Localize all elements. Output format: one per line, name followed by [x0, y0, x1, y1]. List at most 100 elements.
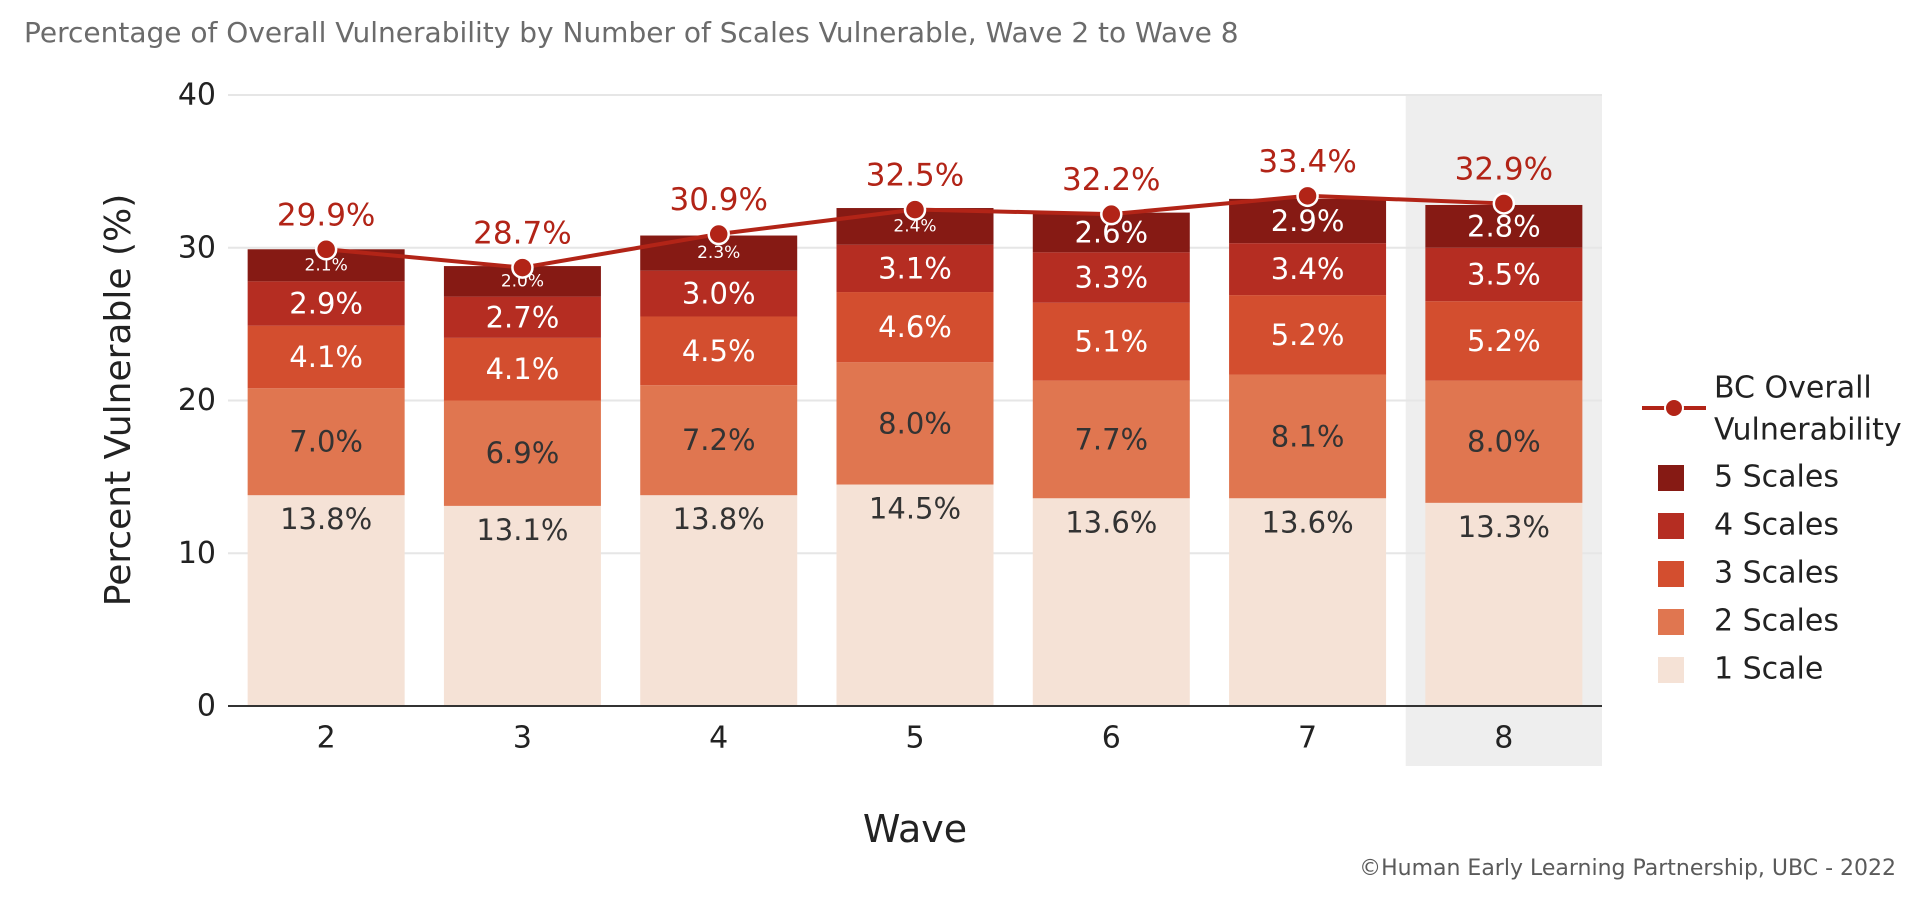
legend-label: 5 Scales — [1714, 460, 1839, 495]
line-point-wave-6 — [1100, 202, 1123, 226]
bar-segment-3-wave-2 — [247, 325, 405, 389]
bar-segment-4-wave-8 — [1425, 247, 1583, 302]
legend-label-line-1: BC Overall — [1714, 371, 1872, 406]
segment-label: 3.0% — [682, 277, 756, 311]
line-point-wave-8 — [1492, 192, 1516, 215]
segment-label: 13.8% — [280, 502, 372, 536]
line-value-label: 28.7% — [473, 216, 571, 252]
bar-segment-3-wave-7 — [1229, 295, 1387, 375]
x-tick-label: 7 — [1298, 721, 1317, 756]
bar-segment-3-wave-3 — [443, 337, 601, 401]
y-tick-label: 40 — [178, 78, 216, 113]
line-value-label: 29.9% — [277, 197, 375, 233]
bar-segment-4-wave-5 — [836, 244, 994, 293]
line-layer: 29.9% 28.7% 30.9% 32.5% 32.2% 33.4% 32.9% — [277, 144, 1553, 279]
x-tick-label: 6 — [1102, 721, 1121, 756]
line-point-wave-4 — [707, 222, 730, 246]
segment-label: 7.7% — [1074, 422, 1148, 456]
line-value-label: 32.9% — [1455, 151, 1553, 187]
bar-segment-3-wave-5 — [836, 292, 994, 363]
bar-segment-3-wave-6 — [1032, 302, 1190, 381]
bar-segment-2-wave-6 — [1032, 380, 1190, 499]
segment-label: 3.5% — [1467, 257, 1541, 291]
segment-label: 3.4% — [1271, 252, 1345, 286]
legend-swatch — [1658, 513, 1684, 539]
x-tick-label: 3 — [513, 721, 532, 756]
bar-segment-1-wave-2 — [247, 495, 405, 706]
bar-segment-1-wave-6 — [1032, 498, 1190, 706]
x-axis-title: Wave — [863, 807, 967, 851]
segment-label: 7.2% — [682, 423, 756, 457]
legend-swatch — [1658, 657, 1684, 683]
axes-layer: 0 10 20 30 40 2 3 4 5 6 7 8 — [178, 78, 1602, 756]
bar-segment-2-wave-2 — [247, 388, 405, 496]
segment-label: 2.3% — [697, 243, 740, 263]
legend-swatch — [1658, 561, 1684, 587]
bar-segment-1-wave-4 — [640, 495, 798, 706]
bar-segment-4-wave-2 — [247, 281, 405, 326]
segment-label: 8.1% — [1271, 419, 1345, 453]
y-axis-title: Percent Vulnerable (%) — [98, 194, 139, 606]
bar-segment-1-wave-5 — [836, 484, 994, 706]
legend-label: 4 Scales — [1714, 508, 1839, 543]
legend-label: 2 Scales — [1714, 604, 1839, 639]
segment-label: 2.0% — [501, 271, 544, 291]
legend-label: 1 Scale — [1714, 652, 1823, 687]
bar-segment-1-wave-8 — [1425, 502, 1583, 706]
legend-line-marker — [1664, 398, 1684, 418]
bar-segment-2-wave-3 — [443, 400, 601, 506]
line-point-wave-5 — [903, 198, 927, 221]
segment-label: 2.4% — [893, 216, 936, 236]
x-tick-label: 4 — [709, 721, 728, 756]
segment-label: 14.5% — [869, 492, 961, 526]
bar-segment-1-wave-7 — [1229, 498, 1387, 706]
bar-segment-2-wave-5 — [836, 362, 994, 485]
segment-label: 2.1% — [305, 255, 348, 275]
segment-label: 5.2% — [1271, 318, 1345, 352]
legend-layer: BC Overall Vulnerability 5 Scales 4 Scales 3… — [1642, 371, 1902, 687]
segment-label: 13.6% — [1065, 505, 1157, 539]
bar-segment-4-wave-6 — [1032, 252, 1190, 303]
segment-label: 4.5% — [682, 334, 756, 368]
legend-swatch — [1658, 465, 1684, 491]
line-value-label: 32.2% — [1062, 162, 1160, 198]
bars-layer: 13.8% 7.0% 4.1% 2.9% 2.1% 13.1% 6.9% 4.1% 2.7% 2.… — [247, 198, 1583, 706]
segment-label: 2.9% — [1271, 204, 1345, 238]
legend-label: 3 Scales — [1714, 556, 1839, 591]
segment-label: 2.9% — [289, 287, 363, 321]
segment-label: 6.9% — [486, 436, 560, 470]
bar-segment-4-wave-7 — [1229, 243, 1387, 296]
bar-segment-2-wave-4 — [640, 385, 798, 496]
y-tick-label: 20 — [178, 383, 216, 418]
bar-segment-4-wave-3 — [443, 296, 601, 338]
line-value-label: 32.5% — [866, 158, 964, 194]
y-tick-label: 30 — [178, 230, 216, 265]
segment-label: 2.7% — [486, 300, 560, 334]
y-tick-label: 10 — [178, 536, 216, 571]
line-value-label: 33.4% — [1258, 144, 1356, 180]
segment-label: 4.6% — [878, 310, 952, 344]
x-tick-label: 5 — [905, 721, 924, 756]
segment-label: 13.6% — [1262, 505, 1354, 539]
line-point-wave-2 — [314, 238, 338, 261]
legend-label-line-2: Vulnerability — [1714, 413, 1902, 448]
segment-label: 13.3% — [1458, 510, 1550, 544]
bar-segment-4-wave-4 — [640, 270, 798, 317]
y-tick-label: 0 — [197, 689, 216, 724]
bar-segment-2-wave-8 — [1425, 380, 1583, 503]
line-point-wave-3 — [511, 256, 534, 279]
segment-label: 8.0% — [1467, 425, 1541, 459]
line-value-label: 30.9% — [669, 182, 767, 218]
segment-label: 4.1% — [486, 352, 560, 386]
x-tick-label: 2 — [317, 721, 336, 756]
line-point-wave-7 — [1296, 184, 1319, 208]
segment-label: 2.8% — [1467, 209, 1541, 243]
segment-label: 4.1% — [289, 340, 363, 374]
legend-swatch — [1658, 609, 1684, 635]
chart-title: Percentage of Overall Vulnerability by N… — [24, 16, 1239, 49]
segment-label: 5.2% — [1467, 324, 1541, 358]
segment-label: 3.3% — [1074, 261, 1148, 295]
segment-label: 7.0% — [289, 425, 363, 459]
bar-segment-3-wave-4 — [640, 316, 798, 386]
